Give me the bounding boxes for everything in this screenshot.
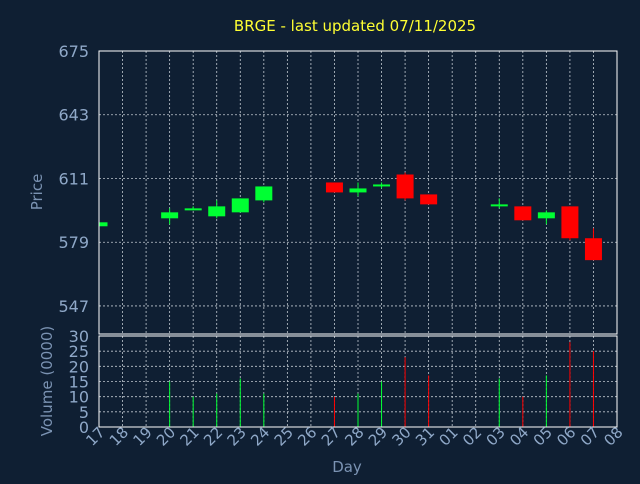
candle-body xyxy=(208,206,226,217)
volume-y-tick-label: 5 xyxy=(79,403,89,422)
x-axis-ticks: 1718192021222324252627282930310102030405… xyxy=(82,423,626,449)
candlestick-series xyxy=(98,172,602,261)
price-axis-label: Price xyxy=(28,174,46,211)
volume-panel-frame xyxy=(98,335,618,428)
price-y-tick-label: 611 xyxy=(58,169,89,188)
candle-body xyxy=(231,198,249,213)
volume-y-tick-label: 15 xyxy=(69,373,89,392)
volume-axis-label: Volume (0000) xyxy=(38,326,56,436)
price-y-tick-label: 643 xyxy=(58,106,89,125)
x-axis-label: Day xyxy=(332,458,362,476)
candle-body xyxy=(184,208,202,211)
candle-body xyxy=(325,182,343,193)
candle-body xyxy=(255,186,273,201)
candle-body xyxy=(349,188,367,193)
candle-body xyxy=(396,174,414,199)
chart-title: BRGE - last updated 07/11/2025 xyxy=(234,17,476,35)
volume-y-tick-label: 20 xyxy=(69,357,89,376)
candle-body xyxy=(490,204,508,207)
price-panel-frame xyxy=(98,50,618,335)
price-y-tick-label: 547 xyxy=(58,297,89,316)
price-y-ticks: 547 579 611 643 675 xyxy=(58,42,89,316)
price-y-tick-label: 579 xyxy=(58,233,89,252)
candle-body xyxy=(373,184,391,187)
volume-y-tick-label: 0 xyxy=(79,418,89,437)
volume-y-tick-label: 30 xyxy=(69,327,89,346)
candle-body xyxy=(561,206,579,239)
volume-y-tick-label: 10 xyxy=(69,388,89,407)
volume-y-tick-label: 25 xyxy=(69,342,89,361)
candle-body xyxy=(161,212,179,219)
candle-body xyxy=(420,194,438,205)
volume-series xyxy=(169,342,594,427)
candle-body xyxy=(99,222,108,227)
candle-body xyxy=(514,206,532,221)
candle-body xyxy=(537,212,555,219)
candle-body xyxy=(584,238,602,261)
price-y-tick-label: 675 xyxy=(58,42,89,61)
